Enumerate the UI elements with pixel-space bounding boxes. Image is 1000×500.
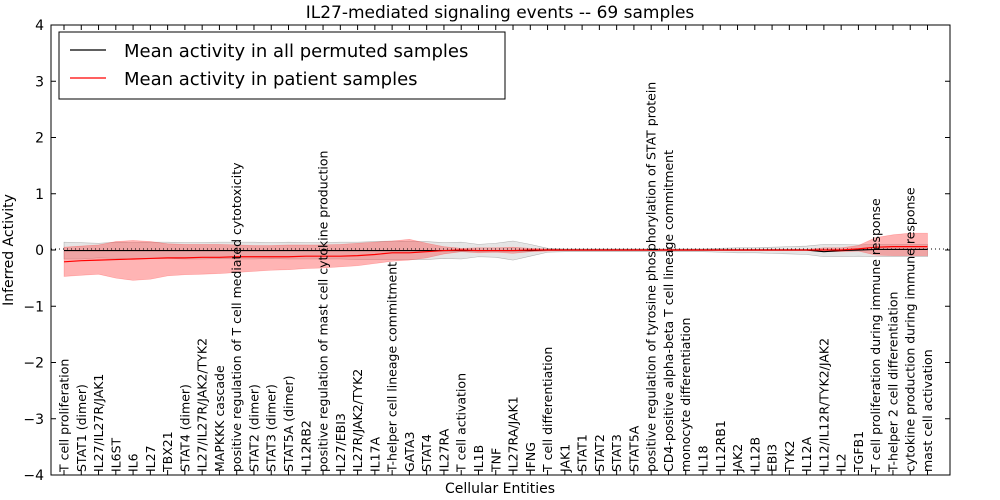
category-label: T-helper cell lineage commitment (385, 262, 400, 473)
category-label: IL27R/JAK2/TYK2 (350, 369, 365, 472)
category-label: IL27RA/JAK1 (506, 396, 521, 472)
category-label: T cell proliferation (57, 359, 72, 473)
category-label: IL12RB1 (713, 420, 728, 472)
category-label: IL6 (126, 453, 141, 472)
category-label: IL27/EBI3 (333, 413, 348, 472)
y-tick-label: 0 (35, 243, 44, 259)
y-tick-label: 2 (35, 131, 44, 147)
category-label: IL18 (695, 445, 710, 472)
y-tick-label: −3 (23, 412, 44, 428)
category-label: GATA3 (402, 432, 417, 472)
category-label: positive regulation of T cell mediated c… (229, 162, 244, 472)
category-label: T cell differentiation (540, 347, 555, 473)
category-label: IL12B (747, 437, 762, 472)
category-label: TYK2 (782, 441, 797, 473)
category-label: T-helper 2 cell differentiation (885, 292, 900, 473)
category-label: STAT1 (575, 434, 590, 472)
category-label: STAT4 (419, 434, 434, 472)
category-label: positive regulation of mast cell cytokin… (316, 151, 331, 472)
category-label: CD4-positive alpha-beta T cell lineage c… (661, 150, 676, 472)
category-label: STAT3 (dimer) (264, 384, 279, 472)
category-label: STAT3 (609, 434, 624, 472)
category-label: IFNG (523, 442, 538, 472)
y-axis: −4 −3 −2 −1 0 1 2 3 4 (23, 18, 950, 484)
legend: Mean activity in all permuted samples Me… (58, 31, 506, 100)
category-label: EBI3 (765, 444, 780, 472)
category-label: positive regulation of tyrosine phosphor… (644, 82, 659, 472)
legend-box (58, 31, 506, 100)
category-label: IL12A (799, 436, 814, 472)
category-label: mast cell activation (920, 349, 935, 472)
category-label: STAT1 (dimer) (74, 384, 89, 472)
category-label: IL12/IL12R/TYK2/JAK2 (816, 338, 831, 472)
y-tick-label: 1 (35, 187, 44, 203)
plot-frame (50, 24, 951, 476)
y-axis-label: Inferred Activity (1, 194, 17, 306)
category-label: IL12RB2 (298, 420, 313, 472)
category-label: IL27/IL27R/JAK1 (91, 374, 106, 472)
category-label: STAT2 (dimer) (246, 384, 261, 472)
band-series-1 (63, 232, 928, 281)
category-label: STAT5A (626, 425, 641, 472)
category-label: cytokine production during immune respon… (903, 187, 918, 472)
category-label: STAT4 (dimer) (177, 384, 192, 472)
y-tick-label: −2 (23, 356, 44, 372)
category-label: TNF (488, 448, 503, 473)
category-label: JAK2 (730, 444, 745, 473)
category-label: IL27RA (436, 428, 451, 472)
y-tick-label: 4 (35, 18, 44, 34)
legend-label-permuted: Mean activity in all permuted samples (124, 41, 468, 62)
category-label: IL27/IL27R/JAK2/TYK2 (195, 338, 210, 472)
category-label: JAK1 (557, 444, 572, 473)
category-label: IL27 (143, 445, 158, 472)
category-label: IL1B (471, 445, 486, 472)
chart-title: IL27-mediated signaling events -- 69 sam… (306, 3, 695, 23)
category-label-layer: T cell proliferation STAT1 (dimer) IL27/IL… (57, 82, 936, 473)
category-label: monocyte differentiation (678, 318, 693, 472)
category-label: IL2 (834, 453, 849, 472)
category-label: TGFB1 (851, 431, 866, 473)
y-tick-label: 3 (35, 74, 44, 90)
y-tick-label: −4 (23, 468, 44, 484)
category-label: T cell proliferation during immune respo… (868, 198, 883, 473)
y-tick-label: −1 (23, 299, 44, 315)
series-line-layer (63, 246, 928, 263)
category-label: STAT5A (dimer) (281, 376, 296, 472)
category-label: MAPKKK cascade (212, 365, 227, 472)
category-label: IL17A (367, 436, 382, 472)
x-axis-label: Cellular Entities (445, 481, 555, 497)
category-label: T cell activation (454, 373, 469, 473)
category-label: TBX21 (160, 431, 175, 473)
legend-label-patient: Mean activity in patient samples (124, 69, 418, 90)
x-axis (63, 25, 928, 475)
category-label: STAT2 (592, 434, 607, 472)
line-series-1 (63, 246, 928, 263)
category-label: IL6ST (108, 437, 123, 472)
